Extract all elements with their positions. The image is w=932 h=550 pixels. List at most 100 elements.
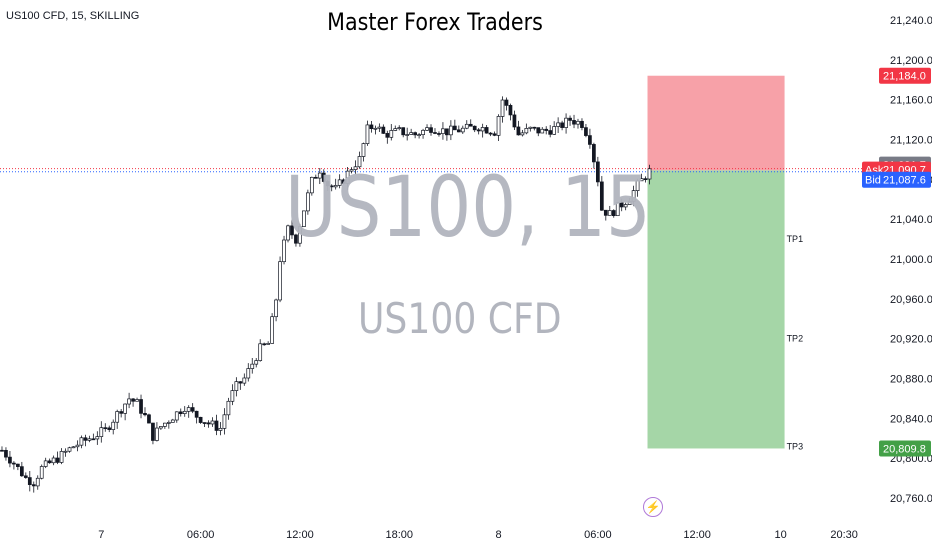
time-axis[interactable]: 7 06:00 12:00 18:00 8 06:00 12:00 10 20:30	[98, 529, 858, 541]
bid-tag-name-box	[862, 171, 882, 188]
candle	[270, 313, 274, 344]
y-tick-label: 20,840.0	[890, 413, 932, 425]
take-profit-3-tag	[879, 440, 931, 457]
candle	[19, 461, 24, 477]
candle	[143, 407, 147, 417]
candle	[51, 455, 56, 466]
candle	[647, 164, 652, 185]
candle	[572, 114, 576, 129]
candle	[345, 167, 350, 191]
candle	[166, 420, 171, 429]
candle	[409, 128, 414, 135]
candle	[71, 446, 76, 449]
candle	[242, 373, 247, 386]
candle	[381, 124, 386, 135]
candle	[576, 118, 580, 129]
candle	[329, 184, 334, 192]
candle	[83, 434, 88, 447]
candle	[615, 202, 620, 217]
candle	[584, 123, 588, 138]
candle	[504, 97, 509, 111]
candle	[87, 435, 92, 443]
candle	[127, 392, 131, 409]
candle	[488, 132, 493, 137]
candle	[341, 178, 346, 185]
candle	[230, 384, 235, 406]
candle	[246, 363, 251, 382]
y-tick-label: 20,960.0	[890, 294, 932, 306]
candle	[456, 125, 461, 133]
candle	[595, 156, 600, 187]
candle	[39, 464, 44, 480]
candle	[619, 198, 624, 212]
candle	[492, 131, 497, 137]
candle	[155, 422, 159, 442]
y-tick-label: 20,760.0	[890, 493, 932, 505]
candle	[433, 128, 437, 135]
take-profit-3-tag-value: 20,809.8	[883, 443, 926, 455]
price-tags: 21,184.021,091.721,090.7Ask21,087.6Bid20…	[862, 67, 931, 457]
y-tick-label: 21,040.0	[890, 214, 932, 226]
candle	[425, 124, 429, 131]
candle	[214, 414, 219, 436]
candle	[190, 403, 195, 414]
candle	[131, 398, 135, 407]
symbol-info[interactable]: US100 CFD, 15, SKILLING	[6, 10, 140, 22]
candle	[603, 209, 608, 221]
y-tick-label: 21,120.0	[890, 134, 932, 146]
candle	[377, 123, 382, 132]
candle	[194, 410, 199, 424]
x-tick-label: 06:00	[187, 529, 215, 541]
candle	[119, 409, 124, 418]
candle	[107, 425, 112, 433]
y-tick-label: 21,000.0	[890, 254, 932, 266]
candle	[524, 123, 529, 135]
candle	[516, 120, 521, 136]
candle	[111, 419, 116, 435]
candle	[174, 411, 179, 423]
position-zones[interactable]	[647, 75, 785, 449]
candle	[401, 127, 406, 138]
candle	[441, 122, 445, 140]
candle	[290, 219, 294, 239]
candle	[59, 448, 64, 465]
candle	[63, 448, 68, 457]
tp-label-tp2: TP2	[787, 334, 804, 344]
candle	[353, 160, 358, 174]
candle	[282, 235, 286, 265]
tp-label-tp3: TP3	[787, 441, 804, 451]
x-tick-label: 12:00	[683, 529, 711, 541]
candle	[79, 435, 84, 449]
lightning-icon[interactable]: ⚡	[643, 497, 663, 517]
candle	[182, 406, 187, 417]
candle	[238, 381, 243, 390]
price-axis[interactable]: 20,760.020,800.020,840.020,880.020,920.0…	[890, 15, 932, 505]
candle	[568, 115, 572, 126]
candle	[449, 120, 453, 141]
candle	[496, 114, 501, 142]
candle	[349, 167, 354, 174]
candle	[43, 457, 48, 469]
candle	[393, 125, 398, 132]
candle	[115, 409, 120, 429]
candle	[560, 120, 564, 131]
candle	[464, 120, 469, 130]
candle	[452, 119, 457, 131]
candle	[532, 126, 537, 131]
candle	[429, 124, 433, 136]
candle	[405, 127, 410, 141]
candle	[361, 142, 366, 162]
candle	[67, 446, 72, 453]
candle	[592, 142, 596, 169]
candle	[413, 131, 417, 139]
candle	[437, 131, 441, 137]
candle	[508, 103, 513, 121]
candle	[445, 128, 449, 141]
candle	[540, 127, 545, 134]
candle	[8, 451, 12, 468]
candle	[313, 174, 318, 179]
candle	[536, 127, 541, 137]
stop-loss-zone	[647, 75, 785, 171]
candle	[99, 421, 104, 443]
